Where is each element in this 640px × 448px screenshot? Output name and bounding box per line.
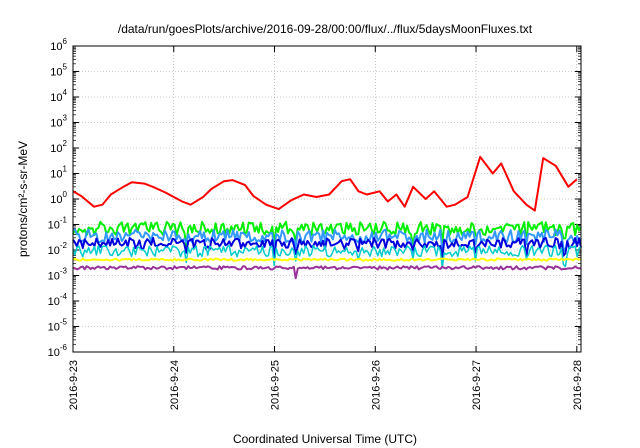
x-tick-label: 2016-9-25 bbox=[270, 360, 282, 410]
series-line bbox=[72, 257, 582, 262]
y-tick-labels: 10-6 10-5 10-4 10-3 10-2 10-1 100 101 102 103 104 1… bbox=[48, 37, 68, 359]
x-tick-label: 2016-9-26 bbox=[370, 360, 382, 410]
y-tick-label: 10-2 bbox=[48, 241, 68, 257]
y-tick-label: 102 bbox=[50, 139, 67, 155]
x-axis-label: Coordinated Universal Time (UTC) bbox=[233, 432, 417, 446]
plot-frame bbox=[72, 45, 582, 353]
series-line bbox=[72, 220, 582, 247]
y-tick-label: 100 bbox=[50, 190, 67, 206]
y-tick-label: 10-3 bbox=[48, 267, 68, 283]
y-tick-label: 101 bbox=[50, 165, 67, 181]
series-line bbox=[72, 265, 582, 280]
y-tick-label: 10-4 bbox=[48, 292, 68, 308]
series-line bbox=[72, 228, 582, 255]
series-line bbox=[72, 236, 582, 261]
series-group bbox=[72, 155, 582, 280]
y-tick-label: 106 bbox=[50, 37, 67, 53]
y-axis-label: protons/cm²-s-sr-MeV bbox=[16, 141, 30, 257]
y-tick-label: 10-6 bbox=[48, 343, 68, 359]
chart-title: /data/run/goesPlots/archive/2016-09-28/0… bbox=[118, 22, 533, 36]
x-tick-labels: 2016-9-23 2016-9-24 2016-9-25 2016-9-26 2016… bbox=[68, 360, 584, 410]
y-tick-label: 10-5 bbox=[48, 318, 68, 334]
x-tick-label: 2016-9-28 bbox=[572, 360, 584, 410]
y-tick-label: 104 bbox=[50, 88, 67, 104]
y-tick-label: 105 bbox=[50, 63, 67, 79]
y-tick-label: 103 bbox=[50, 114, 67, 130]
x-tick-label: 2016-9-27 bbox=[471, 360, 483, 410]
grid bbox=[72, 45, 581, 353]
series-line bbox=[72, 244, 582, 269]
x-tick-label: 2016-9-24 bbox=[169, 360, 181, 410]
x-tick-label: 2016-9-23 bbox=[68, 360, 80, 410]
series-line bbox=[72, 155, 578, 212]
y-tick-label: 10-1 bbox=[48, 216, 68, 232]
